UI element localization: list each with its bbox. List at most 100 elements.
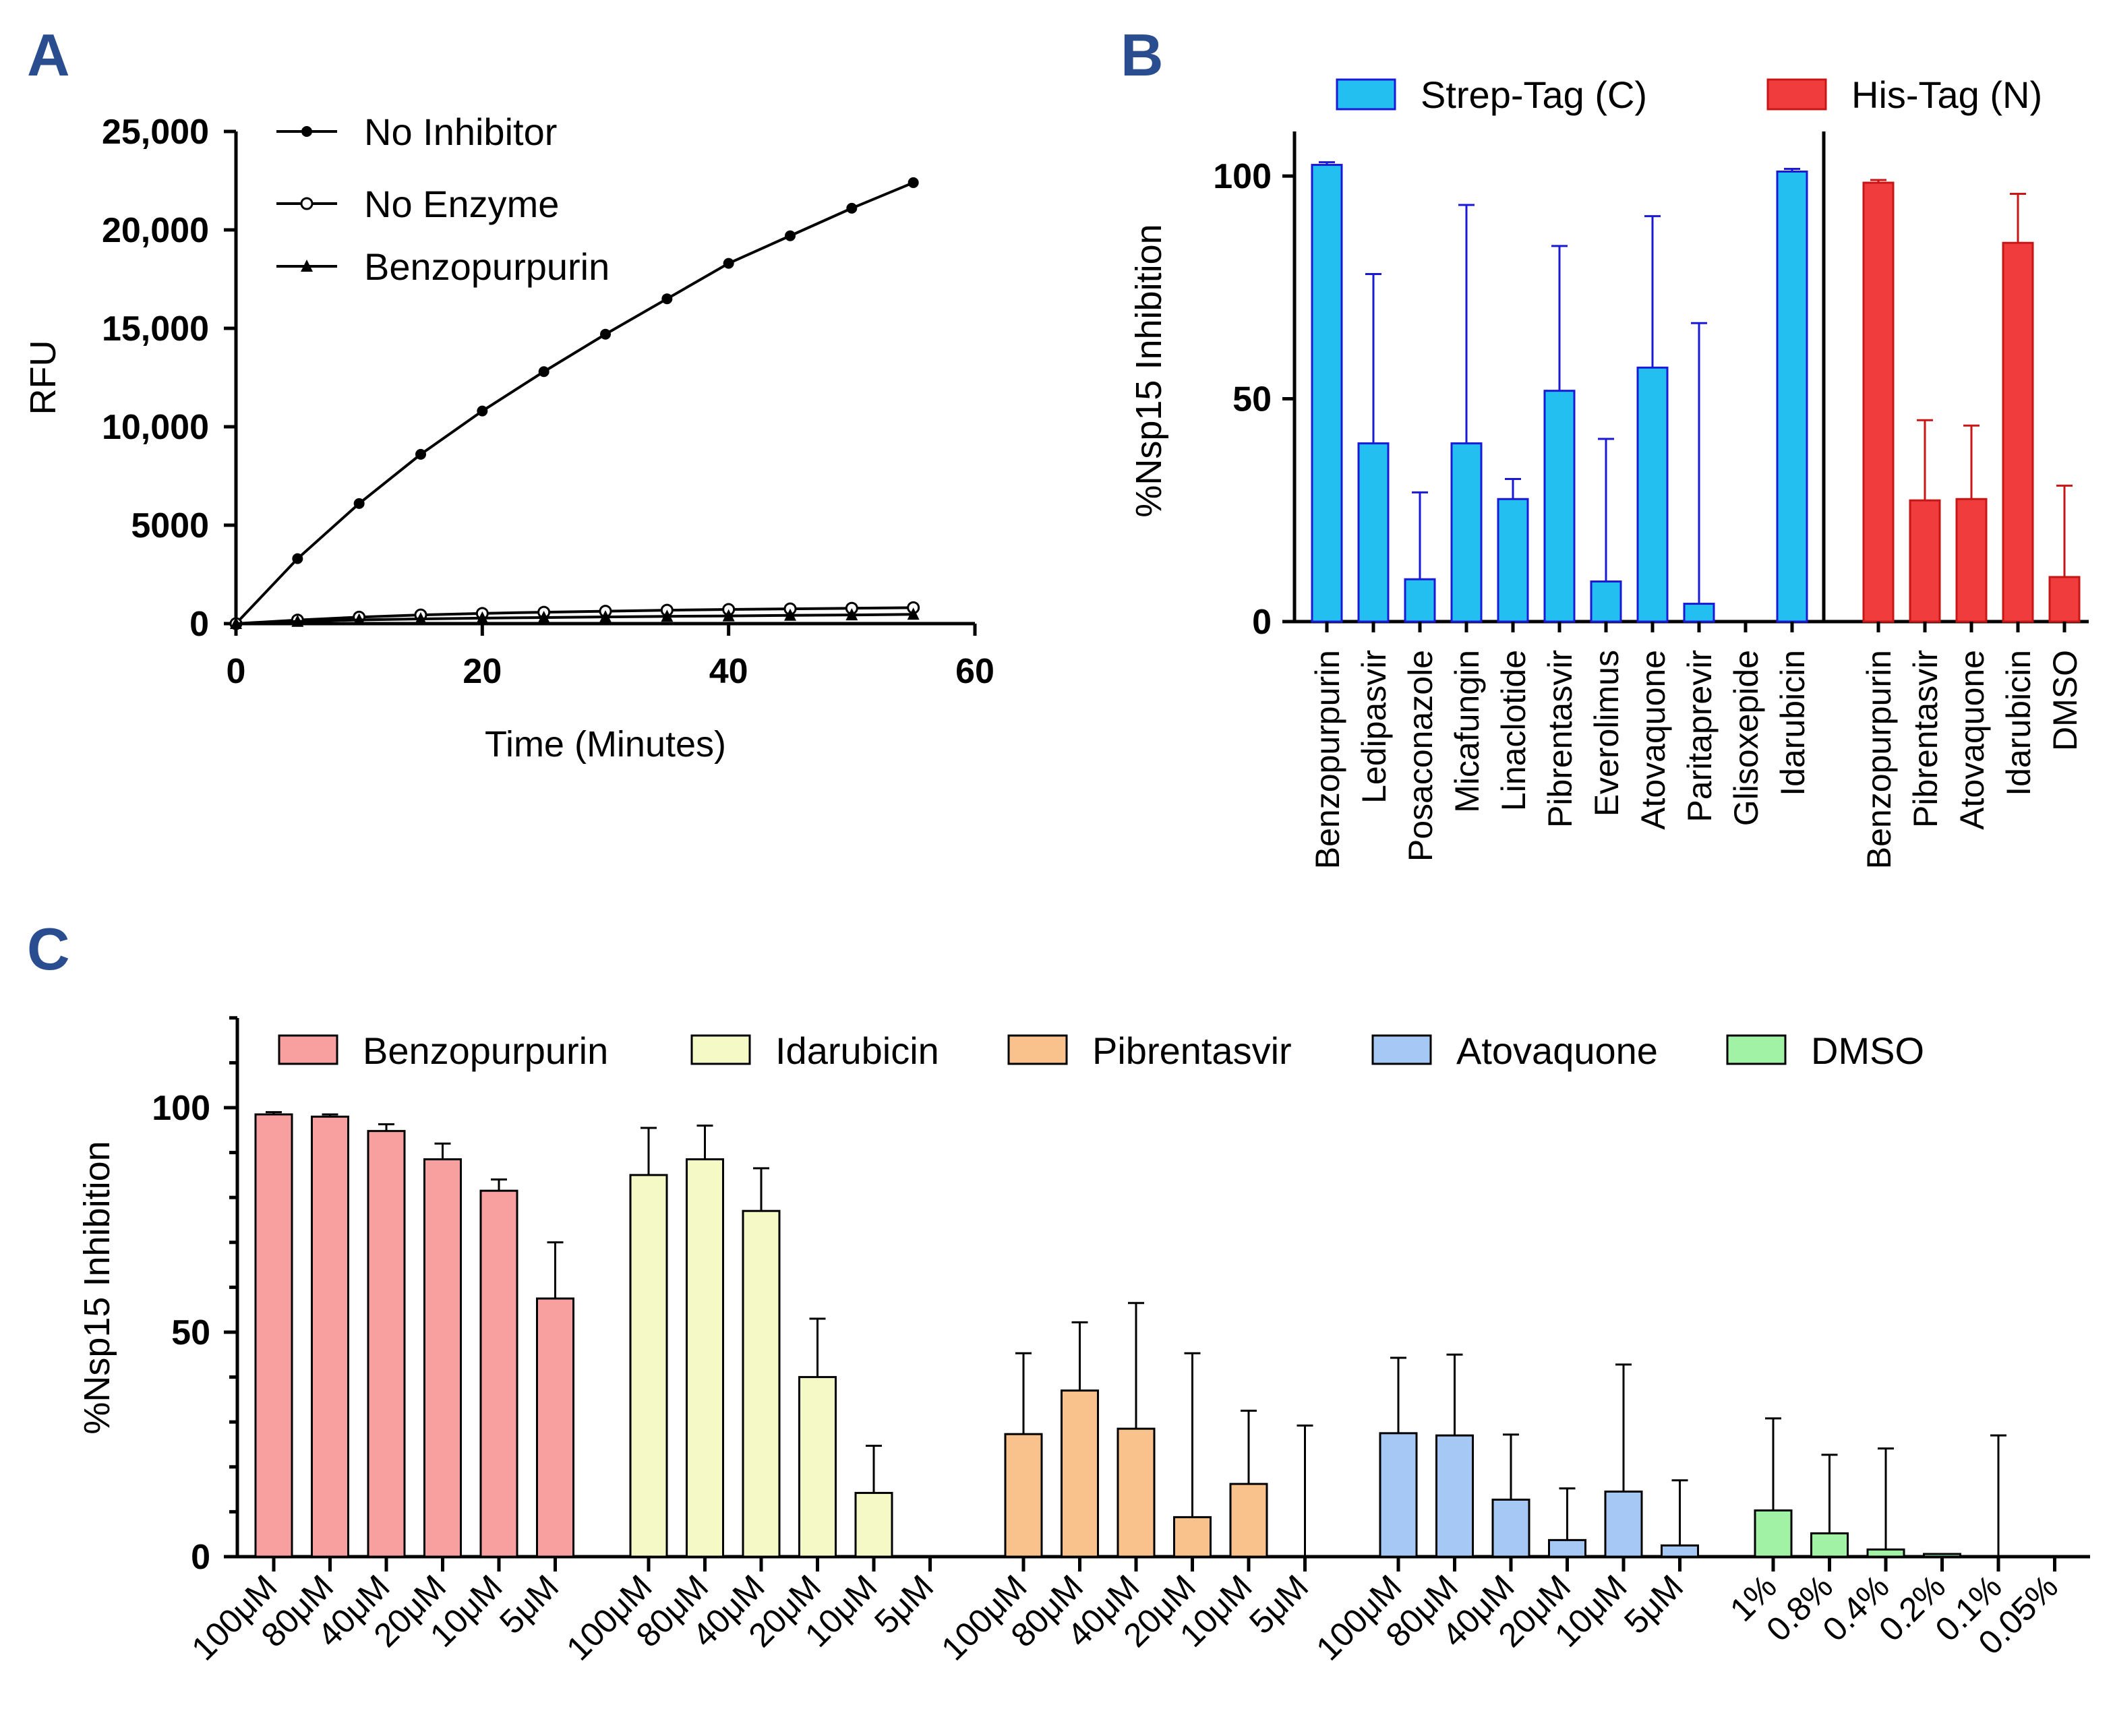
error-bar [1963, 424, 1980, 500]
bar [854, 1491, 893, 1558]
y-tick-label: 15,000 [102, 309, 209, 349]
data-point [907, 177, 919, 188]
x-tick-label: 60 [955, 652, 994, 691]
series-line [235, 181, 914, 625]
error-bar [1917, 419, 1933, 501]
bar [1497, 498, 1529, 623]
bar [1435, 1434, 1474, 1558]
series-line [235, 613, 914, 625]
y-tick-label: 5000 [131, 506, 209, 545]
bar [367, 1130, 406, 1558]
y-tick-label: 100 [152, 1089, 210, 1128]
x-tick-label: Pibrentasvir [1541, 650, 1579, 828]
x-tick-label: 0.4% [1816, 1567, 1897, 1648]
x-tick-label: 20 [463, 652, 502, 691]
data-point [291, 614, 304, 627]
bar [1061, 1389, 1099, 1558]
bar [742, 1209, 781, 1558]
error-bar [696, 1125, 713, 1160]
x-tick-label: 0 [227, 652, 246, 691]
panel-letter-b: B [1121, 22, 1164, 88]
legend-item: Atovaquone [1371, 1029, 1658, 1072]
error-bar [1691, 322, 1707, 604]
error-bar [1671, 1479, 1688, 1546]
bar [2002, 241, 2034, 623]
error-bar [1615, 1363, 1632, 1492]
x-tick-label: Paritaprevir [1681, 650, 1719, 822]
bar [2048, 576, 2081, 623]
legend-label: No Inhibitor [364, 111, 557, 153]
legend-label: His-Tag (N) [1851, 73, 2042, 116]
panel-a-axes: 0 20 40 60 0 5000 10,000 15,000 20,000 25,000 Time… [23, 113, 994, 765]
data-point [415, 448, 426, 460]
legend-item: Strep-Tag (C) [1336, 73, 1647, 116]
bar [479, 1189, 518, 1558]
error-bar [1365, 272, 1381, 444]
legend-label: No Enzyme [364, 183, 559, 225]
data-point [353, 613, 365, 626]
x-tick-label: Atovaquone [1634, 650, 1672, 830]
error-bar [434, 1142, 451, 1160]
error-bar [1412, 491, 1428, 580]
x-tick-label: 5μM [492, 1567, 566, 1641]
data-point [599, 610, 612, 623]
x-tick-label: Linaclotide [1495, 650, 1532, 811]
bar [1311, 164, 1343, 623]
bar [1776, 170, 1808, 623]
y-tick-label: 100 [1213, 157, 1272, 196]
bar [1491, 1498, 1530, 1558]
error-bar [809, 1317, 826, 1377]
error-bar [1319, 161, 1335, 165]
data-point [476, 611, 489, 624]
data-point [477, 405, 488, 417]
legend-item: No Enzyme [276, 183, 559, 225]
bar [1117, 1427, 1156, 1558]
legend-label: Pibrentasvir [1092, 1029, 1292, 1072]
legend-item: No Inhibitor [276, 111, 557, 153]
bar [686, 1158, 724, 1558]
error-bar [1458, 204, 1475, 444]
data-point [353, 498, 365, 509]
legend-swatch [1007, 1034, 1068, 1065]
error-bar [2056, 484, 2073, 577]
panel-letter-a: A [27, 22, 70, 88]
error-bar [1821, 1454, 1838, 1534]
y-axis-title: RFU [23, 340, 63, 415]
legend-swatch [1726, 1034, 1787, 1065]
bar [1683, 603, 1715, 623]
x-tick-label: Benzopurpurin [1309, 650, 1346, 869]
y-tick-label: 20,000 [102, 211, 209, 250]
x-tick-label: Everolimus [1588, 650, 1626, 816]
data-point [292, 553, 303, 564]
data-point [301, 126, 312, 137]
y-tick-label: 0 [1252, 603, 1272, 642]
x-axis-title: Time (Minutes) [485, 724, 726, 765]
bar [1923, 1553, 1961, 1558]
error-bar [753, 1167, 769, 1211]
data-point [661, 609, 674, 622]
x-tick-label: Idarubicin [2000, 650, 2037, 796]
series-strep-tag-c: Benzopurpurin Ledipasvir Posaconazole Micaf… [1309, 161, 1812, 869]
legend-item: Pibrentasvir [1007, 1029, 1292, 1072]
series-line [235, 606, 914, 625]
bar [1636, 366, 1669, 623]
y-axis-title: %Nsp15 Inhibition [1129, 224, 1169, 517]
legend-label: Benzopurpurin [363, 1029, 608, 1072]
error-bar [1784, 168, 1800, 172]
y-tick-label: 25,000 [102, 113, 209, 152]
x-tick-label: Ledipasvir [1355, 650, 1393, 804]
bar [629, 1174, 668, 1558]
data-point [785, 230, 796, 241]
error-bar [1990, 1434, 2006, 1557]
panel-letter-c: C [27, 916, 70, 982]
series-his-tag-n: Benzopurpurin Pibrentasvir Atovaquone Idaru… [1860, 179, 2084, 869]
x-tick-label: 5μM [867, 1567, 941, 1641]
data-point [661, 293, 673, 305]
error-bar [1505, 478, 1521, 500]
bar [1909, 499, 1941, 623]
bar [1004, 1433, 1043, 1558]
